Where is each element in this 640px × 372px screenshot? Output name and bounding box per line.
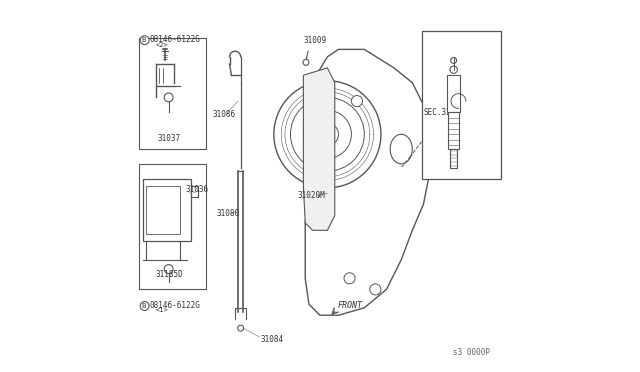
Text: B: B — [141, 303, 146, 309]
Polygon shape — [303, 68, 335, 230]
Text: s3 0000P: s3 0000P — [453, 348, 490, 357]
Bar — [143, 179, 191, 241]
Text: <1>: <1> — [156, 307, 168, 314]
Text: 31084: 31084 — [261, 335, 284, 344]
Circle shape — [450, 66, 458, 73]
Text: 08146-6122G: 08146-6122G — [149, 301, 200, 310]
Text: 31009: 31009 — [303, 36, 326, 45]
Circle shape — [344, 273, 355, 284]
Circle shape — [370, 284, 381, 295]
Text: 31086: 31086 — [213, 109, 236, 119]
Text: 31185D: 31185D — [156, 270, 184, 279]
Circle shape — [291, 97, 364, 171]
Bar — [449, 112, 459, 149]
Ellipse shape — [390, 134, 412, 164]
Bar — [422, 31, 501, 179]
Text: FRONT: FRONT — [338, 301, 363, 311]
Text: 08146-6122G: 08146-6122G — [149, 35, 200, 44]
Bar — [447, 75, 460, 112]
Text: 31037: 31037 — [157, 134, 180, 142]
Text: B: B — [141, 37, 146, 43]
Bar — [139, 38, 205, 149]
Text: <2>: <2> — [156, 42, 168, 48]
Circle shape — [303, 60, 309, 65]
Bar — [139, 164, 205, 289]
Circle shape — [140, 36, 149, 45]
Polygon shape — [305, 49, 431, 315]
Circle shape — [303, 110, 351, 158]
Bar — [147, 186, 180, 234]
Text: 31080: 31080 — [216, 209, 240, 218]
Text: 31036: 31036 — [185, 185, 209, 194]
Circle shape — [351, 96, 362, 107]
Text: 31020M: 31020M — [298, 191, 326, 200]
Circle shape — [274, 81, 381, 188]
Circle shape — [164, 264, 173, 273]
Text: SEC.327: SEC.327 — [423, 108, 456, 117]
Circle shape — [451, 58, 456, 63]
Circle shape — [316, 123, 339, 145]
Circle shape — [237, 325, 244, 331]
Circle shape — [140, 302, 149, 310]
Bar — [450, 149, 458, 167]
Circle shape — [164, 93, 173, 102]
